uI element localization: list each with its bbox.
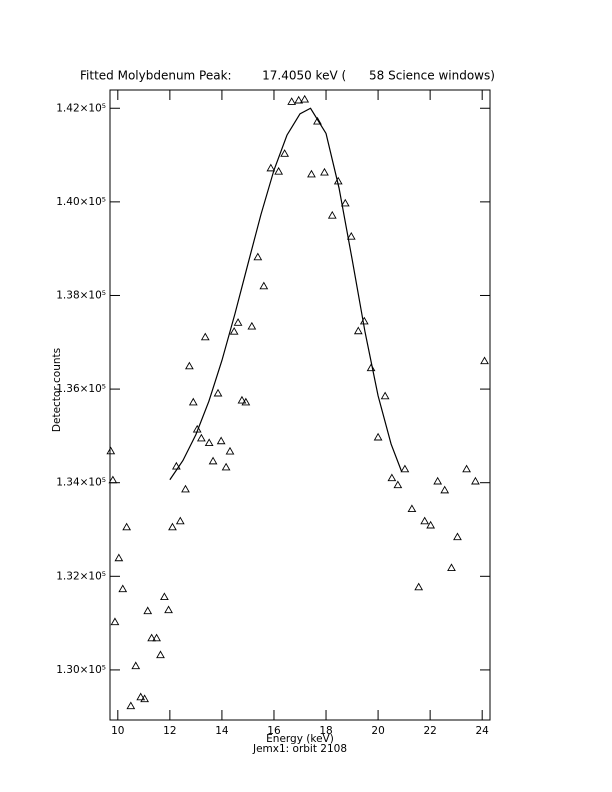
y-tick-label: 1.30×10⁵: [56, 664, 106, 676]
y-tick-label: 1.34×10⁵: [56, 477, 106, 489]
data-point: [208, 456, 218, 465]
fit-curve: [169, 107, 403, 481]
y-tick-label: 1.36×10⁵: [56, 383, 106, 395]
x-axis-label: Energy (keV): [266, 733, 334, 745]
data-point: [136, 692, 146, 701]
data-point: [143, 606, 153, 615]
data-point: [233, 318, 243, 326]
data-point: [216, 436, 226, 445]
data-point: [181, 484, 190, 493]
data-point: [229, 327, 239, 335]
data-point: [188, 397, 198, 406]
data-point: [122, 522, 132, 531]
data-point: [346, 231, 356, 240]
data-point: [327, 210, 337, 219]
data-point: [453, 532, 462, 541]
y-axis-label: Detector counts: [51, 348, 63, 432]
data-point: [462, 464, 471, 473]
x-tick-label: 16: [267, 725, 281, 737]
data-point: [420, 516, 430, 525]
data-point: [106, 446, 116, 455]
x-tick-label: 22: [423, 725, 436, 737]
data-point: [168, 522, 177, 531]
y-tick-label: 1.38×10⁵: [56, 289, 106, 301]
data-point: [114, 553, 124, 562]
data-point: [407, 504, 417, 513]
data-point: [126, 701, 136, 710]
data-point: [241, 397, 251, 406]
data-point: [225, 446, 235, 455]
data-point: [200, 332, 210, 341]
x-tick-label: 18: [319, 725, 332, 737]
data-point: [266, 163, 276, 172]
data-point: [175, 516, 185, 525]
data-point: [280, 149, 290, 157]
data-point: [237, 395, 247, 404]
plot-frame: [109, 89, 491, 721]
data-point: [307, 169, 316, 178]
data-point: [118, 584, 128, 593]
data-point: [313, 116, 322, 125]
data-point: [140, 694, 149, 703]
data-point: [247, 321, 257, 330]
data-point: [426, 520, 436, 529]
data-point: [414, 582, 424, 591]
x-tick-label: 12: [163, 725, 176, 737]
data-point: [160, 592, 169, 601]
x-tick-label: 10: [111, 725, 124, 737]
data-point: [221, 462, 231, 471]
data-point: [340, 198, 350, 207]
y-tick-label: 1.42×10⁵: [56, 102, 106, 114]
data-point: [287, 97, 297, 105]
data-point: [366, 363, 376, 372]
data-point: [353, 326, 363, 335]
data-point: [320, 167, 329, 176]
data-point: [131, 661, 141, 670]
x-tick-label: 14: [215, 725, 229, 737]
data-point: [171, 461, 181, 470]
data-point: [294, 95, 304, 104]
data-point: [300, 94, 310, 103]
data-point: [152, 633, 161, 642]
data-point: [156, 650, 165, 659]
data-point: [110, 617, 120, 626]
data-point: [373, 432, 383, 441]
x-tick-label: 20: [371, 725, 384, 737]
data-point: [204, 438, 214, 447]
y-tick-label: 1.32×10⁵: [56, 570, 106, 582]
data-point: [147, 633, 157, 642]
data-point: [433, 476, 443, 485]
data-point: [213, 388, 223, 397]
data-point: [185, 361, 194, 370]
data-point: [387, 473, 397, 482]
data-point: [400, 464, 410, 473]
data-point: [393, 480, 403, 489]
data-point: [164, 605, 173, 614]
data-point: [253, 252, 263, 261]
data-point: [380, 391, 390, 400]
data-point: [480, 356, 489, 365]
data-point: [259, 281, 269, 290]
chart-title: Fitted Molybdenum Peak: 17.4050 keV ( 58…: [80, 69, 495, 83]
data-point: [359, 316, 369, 325]
data-point: [440, 485, 450, 494]
data-point: [471, 476, 480, 485]
y-tick-label: 1.40×10⁵: [56, 196, 106, 208]
data-point: [447, 563, 456, 572]
footer: Jemx1: orbit 2108: [252, 743, 347, 755]
data-point: [108, 475, 118, 484]
x-tick-label: 24: [476, 725, 490, 737]
data-point: [274, 166, 284, 175]
data-point: [196, 433, 206, 442]
